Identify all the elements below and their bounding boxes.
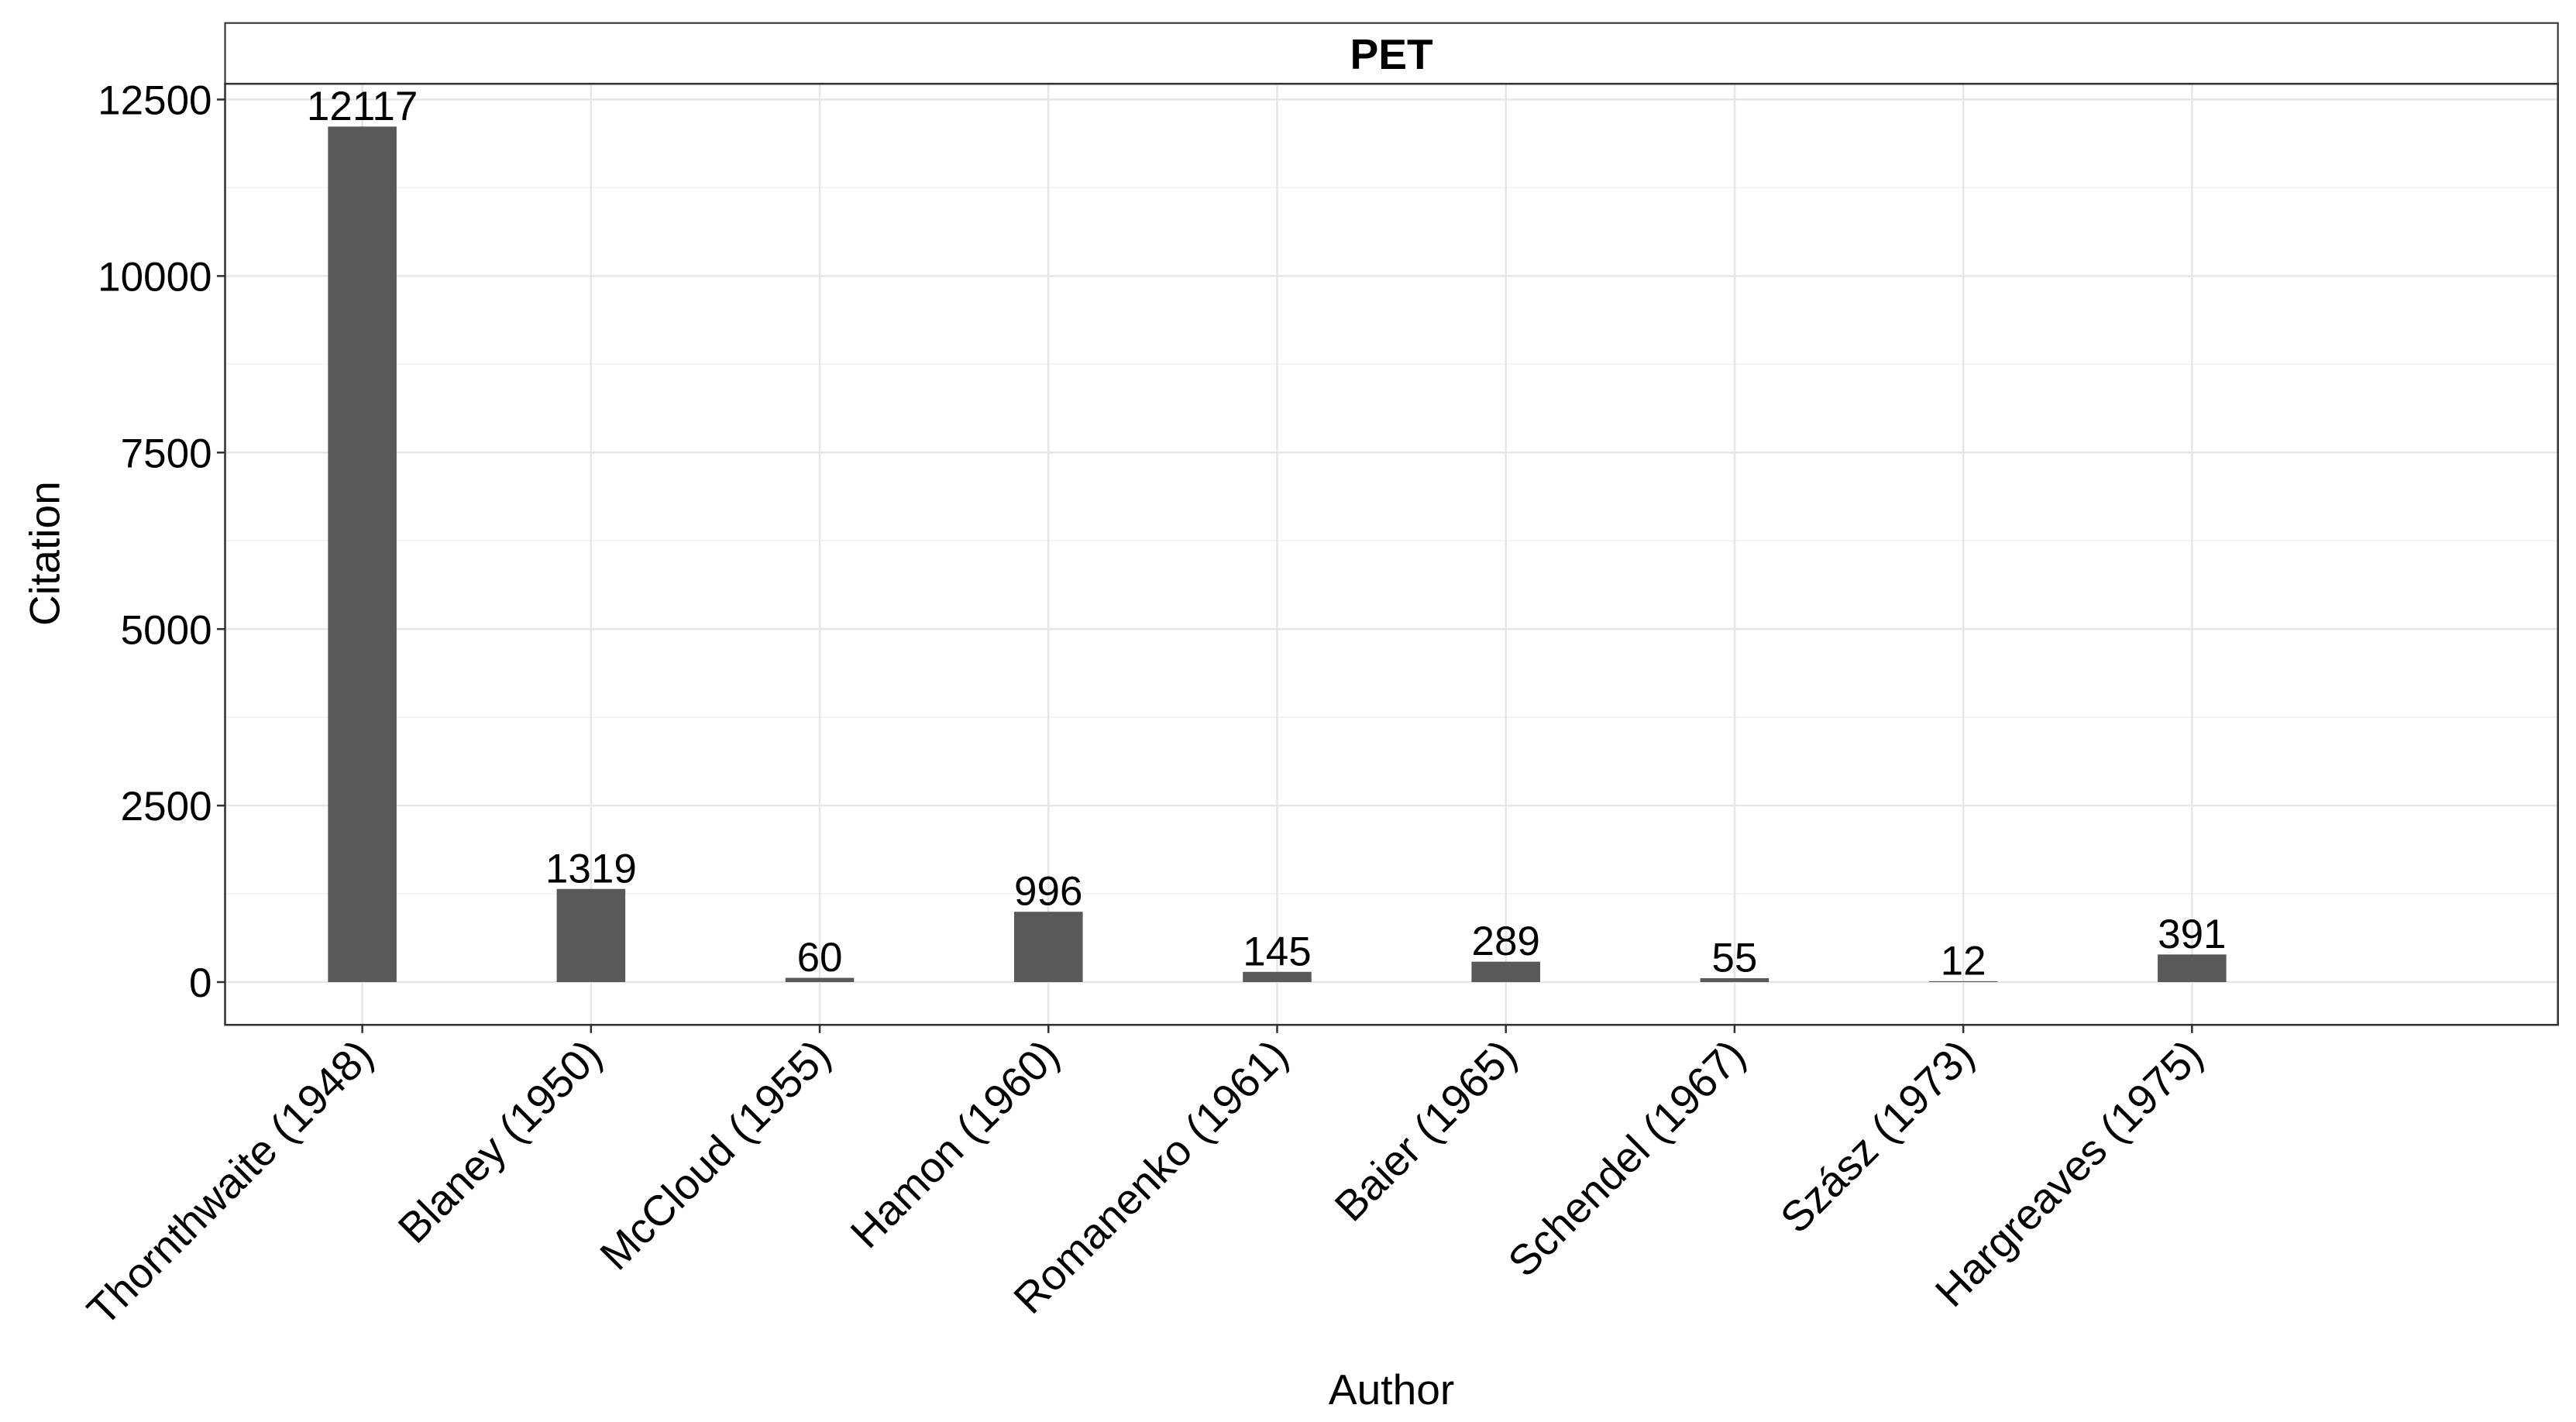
value-label: 60 xyxy=(797,935,843,981)
bar xyxy=(785,977,855,983)
bar xyxy=(1471,961,1540,983)
bar xyxy=(328,126,397,983)
y-tick-label: 2500 xyxy=(121,784,212,830)
value-label: 289 xyxy=(1471,919,1539,964)
y-tick-label: 0 xyxy=(189,960,212,1006)
marks: Thornthwaite (1948) 12117 Blaney (1950) 131… xyxy=(77,84,2227,1334)
x-tick-label: Baier (1965) xyxy=(1326,1030,1525,1230)
value-label: 1319 xyxy=(545,846,637,891)
strip xyxy=(224,22,2559,85)
panel-border xyxy=(224,82,2559,1026)
y-tick-label: 5000 xyxy=(121,607,212,653)
y-tick-label: 12500 xyxy=(98,78,212,124)
bar xyxy=(1928,981,1998,983)
x-tick-label: Hamon (1960) xyxy=(841,1030,1068,1257)
value-label: 12 xyxy=(1941,938,1986,984)
bar xyxy=(556,888,626,983)
value-label: 12117 xyxy=(307,84,418,129)
x-tick-label: Thornthwaite (1948) xyxy=(77,1030,382,1334)
value-label: 391 xyxy=(2158,912,2226,957)
bar xyxy=(1700,977,1769,983)
value-label: 55 xyxy=(1711,936,1757,981)
bar xyxy=(1013,912,1083,983)
grid: 0 2500 5000 7500 10000 12500 xyxy=(98,78,2558,1033)
x-tick-label: McCloud (1955) xyxy=(590,1030,839,1279)
value-label: 145 xyxy=(1243,929,1311,974)
x-tick-label: Blaney (1950) xyxy=(389,1030,611,1252)
x-tick-label: Schendel (1967) xyxy=(1498,1030,1754,1286)
y-tick-label: 7500 xyxy=(121,431,212,476)
bar xyxy=(1243,971,1312,983)
x-axis-title: Author xyxy=(1329,1365,1454,1413)
chart-title: PET xyxy=(1350,30,1433,78)
bar xyxy=(2158,954,2227,983)
y-tick-label: 10000 xyxy=(98,254,212,300)
x-tick-label: Szász (1973) xyxy=(1771,1030,1983,1242)
y-axis-title: Citation xyxy=(20,481,68,626)
value-label: 996 xyxy=(1014,869,1082,915)
